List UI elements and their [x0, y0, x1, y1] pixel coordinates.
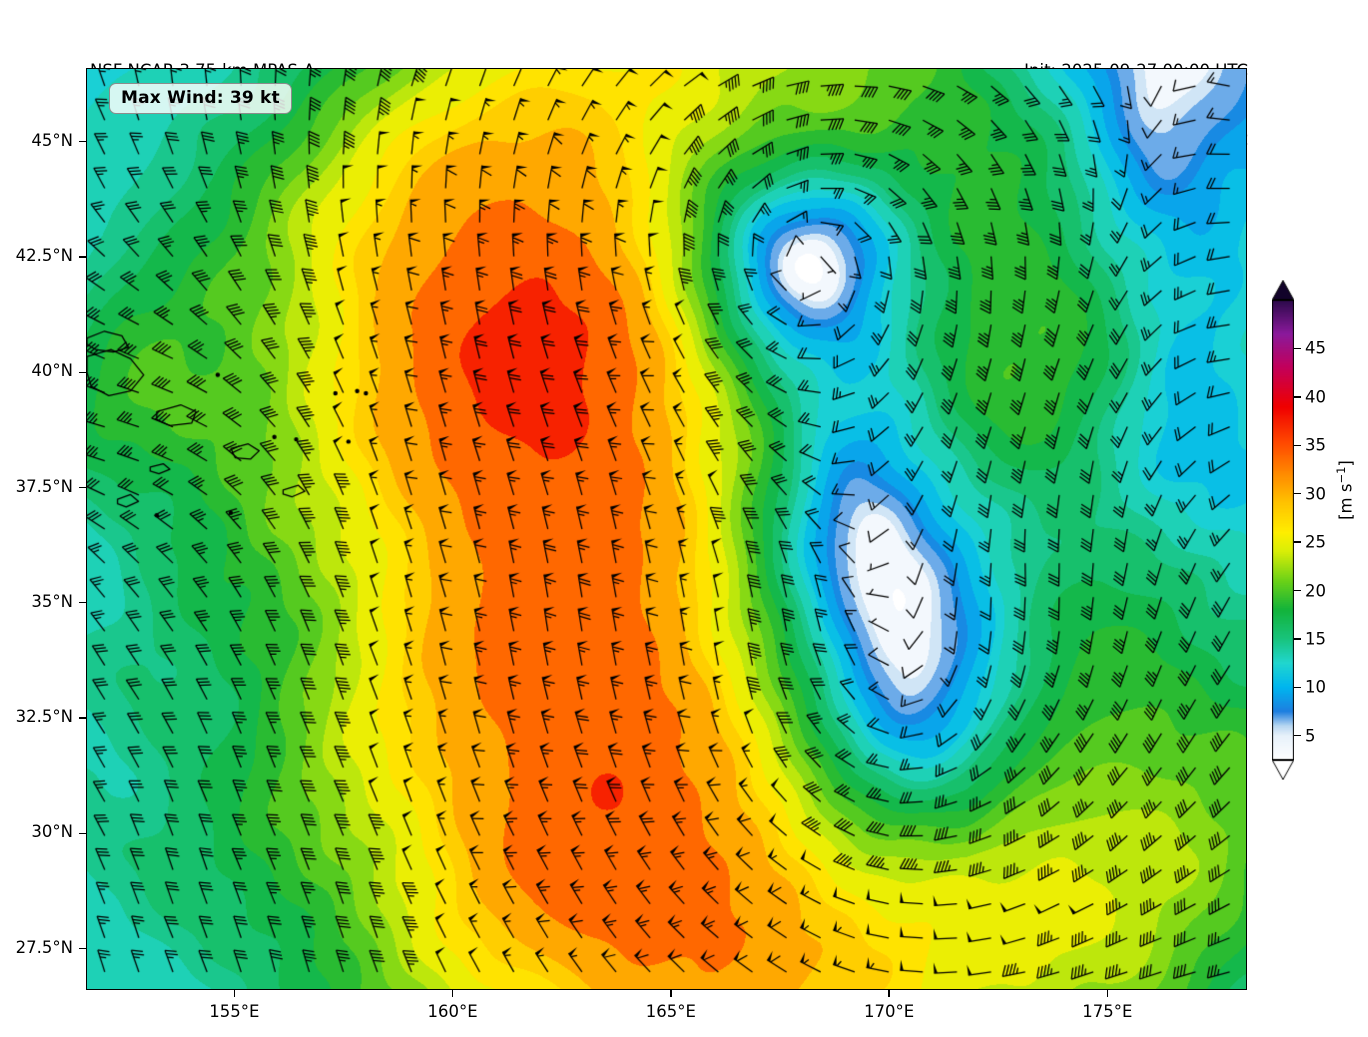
- x-tick-mark: [1106, 990, 1109, 997]
- x-tick-label: 165°E: [645, 1002, 696, 1021]
- colorbar-under-arrow: [1272, 760, 1294, 780]
- colorbar-tick-label: 35: [1305, 435, 1326, 455]
- x-tick-label: 170°E: [864, 1002, 915, 1021]
- y-tick-mark: [79, 141, 86, 143]
- colorbar-tick-mark: [1294, 735, 1301, 737]
- y-tick-mark: [79, 256, 86, 258]
- x-tick-mark: [451, 990, 454, 997]
- colorbar-tick-label: 25: [1305, 532, 1326, 552]
- x-tick-mark: [233, 990, 236, 997]
- colorbar-tick-mark: [1294, 444, 1301, 446]
- colorbar-tick-label: 45: [1305, 338, 1326, 358]
- colorbar-tick-label: 20: [1305, 581, 1326, 601]
- y-tick-label: 32.5°N: [15, 707, 73, 726]
- y-tick-mark: [79, 832, 86, 834]
- map-plot-frame: Max Wind: 39 kt: [86, 68, 1247, 990]
- colorbar-tick-label: 5: [1305, 726, 1316, 746]
- colorbar-tick-mark: [1294, 686, 1301, 689]
- y-tick-mark: [79, 602, 86, 604]
- x-tick-label: 160°E: [427, 1002, 478, 1021]
- colorbar-tick-label: 40: [1305, 387, 1326, 407]
- colorbar-unit-prefix: [m s: [1336, 483, 1356, 520]
- colorbar-unit-exponent: −1: [1334, 466, 1348, 484]
- colorbar-gradient: [1272, 300, 1294, 760]
- colorbar-tick-label: 10: [1305, 677, 1326, 697]
- y-tick-label: 40°N: [31, 361, 73, 381]
- y-tick-label: 30°N: [31, 822, 73, 842]
- colorbar-unit-suffix: ]: [1336, 460, 1356, 467]
- x-tick-mark: [670, 990, 672, 997]
- max-wind-annotation: Max Wind: 39 kt: [109, 83, 292, 114]
- x-tick-mark: [888, 990, 890, 997]
- colorbar-tick-mark: [1294, 347, 1301, 350]
- colorbar-unit-label: [m s−1]: [1334, 460, 1356, 520]
- colorbar-over-arrow: [1272, 280, 1294, 300]
- colorbar-tick-label: 15: [1305, 629, 1326, 649]
- colorbar-tick-label: 30: [1305, 484, 1326, 504]
- colorbar-tick-mark: [1294, 396, 1301, 398]
- wind-field-map: [87, 69, 1246, 989]
- colorbar-tick-mark: [1294, 638, 1301, 640]
- y-tick-label: 35°N: [31, 591, 73, 611]
- y-tick-mark: [79, 371, 86, 373]
- colorbar-tick-mark: [1294, 589, 1301, 592]
- colorbar-tick-mark: [1294, 492, 1301, 495]
- x-tick-label: 175°E: [1082, 1002, 1133, 1021]
- y-tick-mark: [79, 486, 86, 489]
- colorbar: [1272, 300, 1294, 760]
- x-tick-label: 155°E: [209, 1002, 260, 1021]
- colorbar-tick-mark: [1294, 541, 1301, 543]
- y-tick-label: 45°N: [31, 130, 73, 150]
- y-tick-label: 42.5°N: [15, 246, 73, 265]
- y-tick-mark: [79, 717, 86, 719]
- y-tick-mark: [79, 947, 86, 950]
- y-tick-label: 37.5°N: [15, 476, 73, 496]
- y-tick-label: 27.5°N: [15, 937, 73, 957]
